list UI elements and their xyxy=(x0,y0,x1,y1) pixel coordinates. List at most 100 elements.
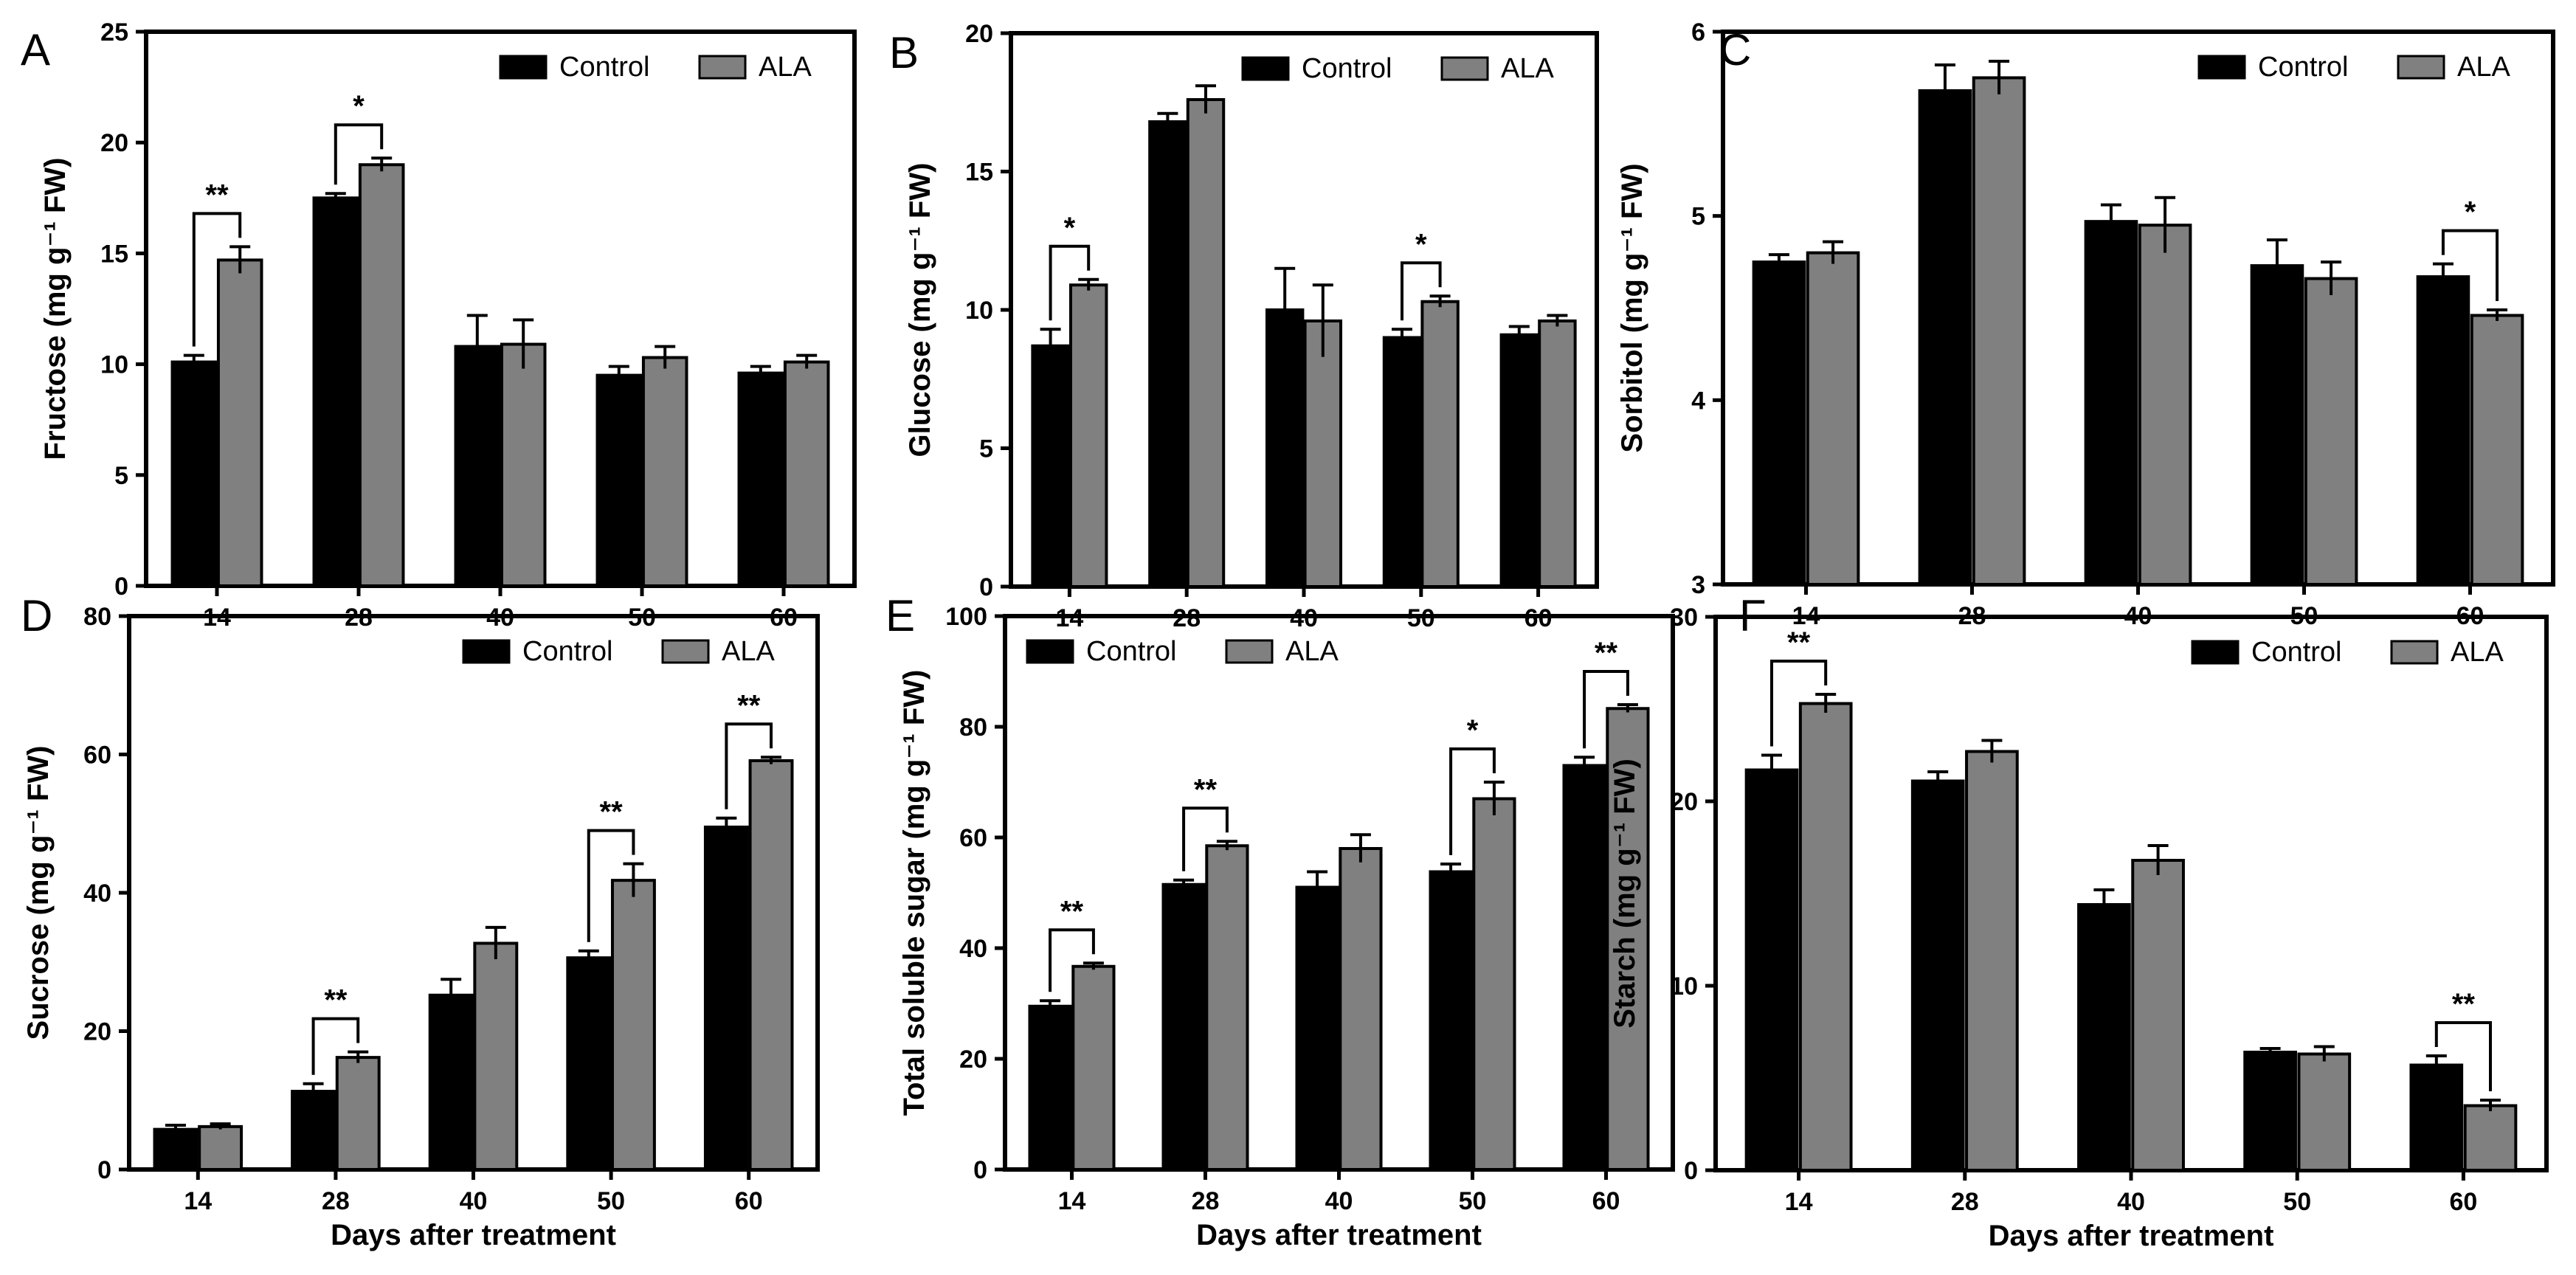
y-tick-label: 0 xyxy=(979,573,993,601)
y-axis-title: Total soluble sugar (mg g⁻¹ FW) xyxy=(898,670,930,1116)
x-tick-label: 14 xyxy=(184,1187,212,1215)
panel-letter: D xyxy=(21,591,52,640)
y-tick-label: 30 xyxy=(1670,604,1698,632)
bar-ala xyxy=(1205,844,1249,1171)
bar-control xyxy=(2250,264,2304,586)
bar-ala xyxy=(2304,277,2358,586)
legend: Control ALA xyxy=(2191,637,2504,668)
y-tick-label: 20 xyxy=(959,1046,987,1074)
y-axis-title: Sucrose (mg g⁻¹ FW) xyxy=(22,746,55,1040)
x-tick-label: 40 xyxy=(1325,1187,1353,1215)
significance-bracket xyxy=(311,1017,360,1075)
legend-swatch-ala xyxy=(2397,55,2445,80)
bar-ala xyxy=(500,342,547,587)
legend-label-control: Control xyxy=(2251,637,2342,668)
bar-control xyxy=(1295,885,1339,1171)
y-tick-label: 3 xyxy=(1691,571,1705,599)
x-tick-label: 50 xyxy=(1459,1187,1487,1215)
significance-bracket xyxy=(334,123,384,185)
y-tick-label: 0 xyxy=(1684,1157,1698,1185)
x-tick-label: 60 xyxy=(735,1187,763,1215)
x-axis-title: Days after treatment xyxy=(1196,1219,1482,1251)
y-tick-label: 0 xyxy=(114,573,128,601)
x-axis-title: Days after treatment xyxy=(1989,1220,2274,1252)
bar-ala xyxy=(2297,1052,2352,1172)
legend-label-control: Control xyxy=(522,636,613,667)
bar-ala xyxy=(358,163,405,588)
bar-control xyxy=(1265,308,1305,588)
bar-control xyxy=(1148,120,1187,588)
bar-ala xyxy=(2463,1104,2518,1172)
bar-ala xyxy=(1806,251,1860,586)
y-tick-label: 40 xyxy=(959,935,987,963)
bar-control xyxy=(2084,220,2138,586)
y-tick-label: 80 xyxy=(959,713,987,742)
y-tick-label: 20 xyxy=(1670,788,1698,816)
bar-control xyxy=(1744,768,1799,1172)
y-tick-label: 15 xyxy=(100,240,128,268)
significance-label: * xyxy=(353,90,365,122)
legend-swatch-control xyxy=(1241,56,1290,81)
bar-control xyxy=(703,825,749,1171)
bar-ala xyxy=(783,360,830,587)
significance-label: * xyxy=(1064,212,1076,244)
significance-bracket xyxy=(1449,747,1496,855)
bar-ala xyxy=(1068,283,1108,588)
bar-control xyxy=(454,345,501,587)
bar-control xyxy=(1752,260,1806,586)
bar-ala xyxy=(1303,319,1343,588)
y-tick-label: 20 xyxy=(100,129,128,157)
bar-control xyxy=(170,360,218,587)
bar-control xyxy=(1382,336,1422,588)
y-tick-label: 0 xyxy=(97,1156,111,1184)
y-tick-label: 40 xyxy=(83,880,111,908)
legend-label-ala: ALA xyxy=(1501,53,1554,84)
bar-ala xyxy=(610,879,656,1171)
bar-ala xyxy=(2470,314,2524,586)
legend-label-ala: ALA xyxy=(722,636,775,667)
x-tick-label: 60 xyxy=(2449,1188,2477,1216)
bar-ala xyxy=(1538,319,1577,588)
legend-swatch-control xyxy=(2191,640,2240,665)
x-tick-label: 50 xyxy=(597,1187,625,1215)
bar-control xyxy=(1031,344,1070,588)
y-tick-label: 10 xyxy=(965,297,993,325)
x-tick-label: 28 xyxy=(1192,1187,1220,1215)
bar-control xyxy=(737,371,784,587)
legend-swatch-ala xyxy=(2390,640,2439,665)
y-tick-label: 0 xyxy=(973,1156,987,1184)
bar-ala xyxy=(1420,300,1460,588)
legend-label-ala: ALA xyxy=(2451,637,2504,668)
bar-ala xyxy=(641,356,688,587)
significance-label: ** xyxy=(2452,988,2476,1020)
bar-control xyxy=(1429,870,1473,1171)
y-tick-label: 5 xyxy=(1691,203,1705,231)
legend-label-control: Control xyxy=(2258,52,2349,83)
bar-control xyxy=(2243,1051,2297,1172)
x-axis-title: Days after treatment xyxy=(331,1219,616,1251)
y-tick-label: 5 xyxy=(979,435,993,463)
bar-control xyxy=(291,1090,336,1171)
panel-letter: E xyxy=(885,591,915,640)
y-tick-label: 6 xyxy=(1691,18,1705,46)
bar-ala xyxy=(1972,76,2026,586)
bar-ala xyxy=(1798,702,1853,1172)
significance-bracket xyxy=(1049,244,1091,321)
panel-letter: B xyxy=(889,28,919,77)
legend-label-ala: ALA xyxy=(2457,52,2510,83)
legend: Control ALA xyxy=(1026,636,1339,667)
bar-ala xyxy=(198,1124,244,1171)
significance-label: ** xyxy=(1787,626,1811,659)
significance-bracket xyxy=(1583,670,1629,749)
significance-bracket xyxy=(1049,928,1095,992)
bar-control xyxy=(2409,1063,2464,1172)
panel-D: D 0 20 40 60 80 Sucrose (mg g⁻¹ FW) 14 28 40 50 60 D… xyxy=(21,591,820,1251)
y-tick-label: 15 xyxy=(965,159,993,187)
legend-swatch-ala xyxy=(661,639,710,664)
significance-bracket xyxy=(2434,1021,2492,1091)
y-tick-label: 20 xyxy=(965,20,993,48)
